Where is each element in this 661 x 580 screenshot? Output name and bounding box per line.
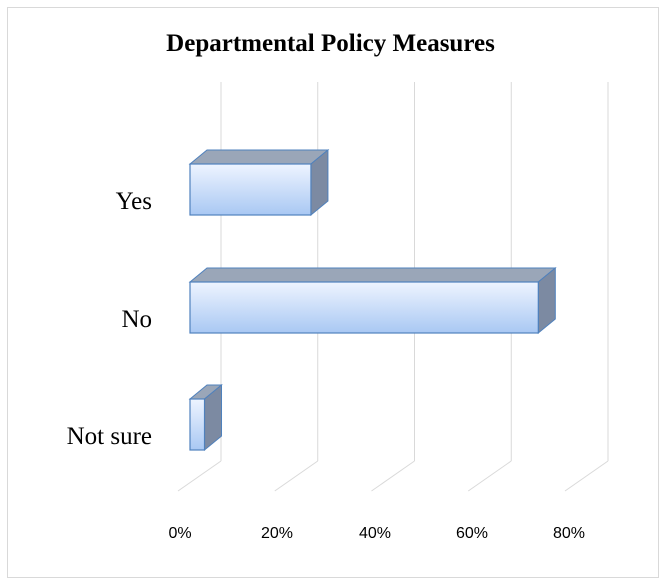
gridline-floor <box>177 460 222 492</box>
x-tick-label: 40% <box>359 525 391 542</box>
x-tick-label: 60% <box>456 525 488 542</box>
category-labels: Yes No Not sure <box>67 188 152 450</box>
gridline-floor <box>564 460 609 492</box>
bar-top-face <box>188 149 330 165</box>
bar-front-face <box>189 398 206 451</box>
bar-front-face <box>189 281 539 334</box>
category-label: Not sure <box>67 423 152 450</box>
bar-top-face <box>188 267 557 283</box>
bar-no <box>188 266 557 335</box>
x-axis-ticks: 0% 20% 40% 60% 80% <box>168 525 585 542</box>
category-label: Yes <box>116 188 152 215</box>
chart-title: Departmental Policy Measures <box>166 30 495 57</box>
gridline-floor <box>274 460 319 492</box>
bar-yes <box>188 148 330 217</box>
x-tick-label: 80% <box>553 525 585 542</box>
category-label: No <box>121 306 152 333</box>
gridline-floor <box>371 460 415 492</box>
bars <box>188 148 557 452</box>
gridline-floor <box>467 460 512 492</box>
bar-front-face <box>189 163 312 216</box>
x-tick-label: 0% <box>168 525 191 542</box>
bar-not-sure <box>188 383 223 452</box>
x-tick-label: 20% <box>261 525 293 542</box>
